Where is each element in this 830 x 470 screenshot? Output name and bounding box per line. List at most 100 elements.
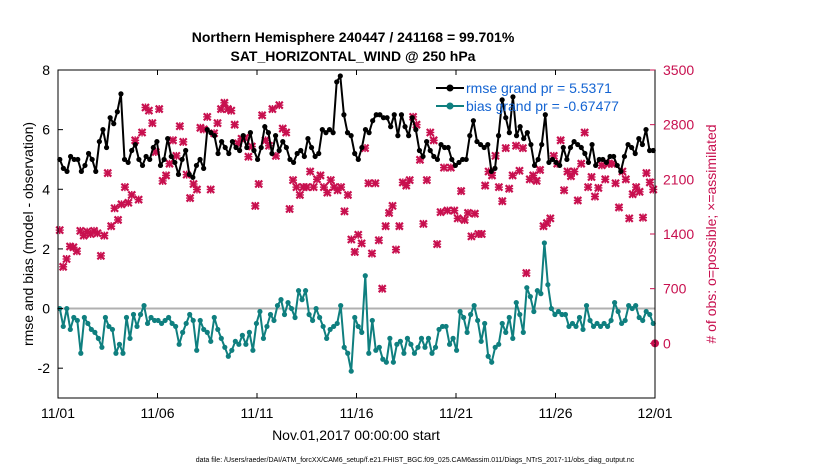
- nobs-assimilated-point: [470, 209, 480, 218]
- legend-rmse-marker: [446, 84, 454, 92]
- bias-point: [257, 308, 263, 315]
- bias-point: [281, 311, 288, 318]
- rmse-point: [125, 159, 131, 166]
- rmse-point: [495, 133, 502, 139]
- nobs-assimilated-point: [377, 284, 387, 293]
- rmse-point: [585, 159, 592, 166]
- rmse-point: [431, 153, 437, 160]
- x-tick-label: 11/06: [141, 405, 175, 421]
- rmse-point: [197, 156, 203, 163]
- bias-point: [633, 302, 639, 309]
- rmse-point: [161, 156, 167, 163]
- rmse-point: [567, 144, 574, 151]
- nobs-assimilated-point: [285, 204, 294, 214]
- nobs-assimilated-point: [580, 128, 589, 137]
- nobs-assimilated-point: [395, 221, 404, 231]
- nobs-assimilated-point: [439, 163, 449, 172]
- rmse-point: [193, 162, 200, 169]
- y2-tick-label: 700: [663, 281, 687, 297]
- bias-point: [320, 323, 326, 330]
- bias-point: [187, 311, 193, 318]
- bias-point: [144, 320, 151, 327]
- rmse-point: [456, 159, 462, 166]
- y2-tick-label: 3500: [663, 62, 694, 78]
- bias-point: [166, 314, 172, 321]
- x-tick-label: 12/01: [637, 405, 672, 421]
- rmse-point: [269, 150, 275, 157]
- bias-point: [453, 347, 460, 353]
- nobs-assimilated-point: [100, 231, 109, 240]
- bias-point: [85, 320, 91, 327]
- rmse-point: [589, 141, 595, 148]
- nobs-assimilated-point: [374, 235, 384, 245]
- bias-point: [324, 335, 330, 341]
- bias-point: [415, 344, 421, 350]
- bias-point: [482, 320, 488, 327]
- nobs-assimilated-point: [230, 120, 239, 129]
- rmse-point: [208, 130, 214, 136]
- chart-subtitle: SAT_HORIZONTAL_WIND @ 250 hPa: [231, 48, 476, 64]
- rmse-point: [222, 144, 228, 151]
- bias-point: [545, 282, 551, 288]
- bias-point: [88, 326, 94, 333]
- rmse-point: [442, 144, 448, 151]
- bias-point: [317, 314, 323, 321]
- bias-point: [288, 305, 295, 312]
- bias-point: [352, 314, 358, 321]
- bias-point: [594, 320, 600, 327]
- rmse-point: [438, 141, 444, 148]
- rmse-point: [557, 162, 563, 169]
- nobs-assimilated-point: [288, 175, 298, 185]
- bias-point: [475, 317, 481, 324]
- rmse-point: [330, 130, 336, 136]
- y-tick-label: 8: [42, 62, 50, 78]
- bias-point: [489, 359, 495, 365]
- nobs-assimilated-point: [590, 192, 600, 201]
- bias-point: [425, 335, 432, 341]
- legend-rmse-label: rmse grand pr = 5.5371: [466, 80, 612, 96]
- y-tick-label: 0: [42, 301, 50, 317]
- rmse-point: [459, 156, 466, 163]
- y-tick-label: 2: [42, 241, 50, 257]
- y2-tick-label: 0: [663, 335, 671, 351]
- rmse-point: [492, 165, 498, 171]
- rmse-point: [100, 127, 106, 133]
- bias-point: [92, 329, 98, 335]
- bias-point: [369, 317, 375, 324]
- bias-point: [429, 350, 435, 356]
- rmse-point: [323, 130, 329, 136]
- rmse-point: [201, 165, 207, 171]
- bias-point: [524, 285, 530, 291]
- bias-point: [236, 341, 242, 347]
- bias-point: [253, 320, 260, 327]
- nobs-assimilated-point: [168, 136, 178, 145]
- rmse-point: [359, 144, 365, 151]
- bias-point: [604, 323, 611, 330]
- rmse-point: [67, 153, 74, 160]
- rmse-point: [434, 156, 441, 163]
- nobs-assimilated-point: [607, 159, 617, 168]
- nobs-assimilated-point: [494, 182, 504, 192]
- nobs-assimilated-point: [576, 159, 586, 168]
- nobs-assimilated-point: [161, 171, 171, 180]
- rmse-point: [96, 138, 102, 145]
- bias-point: [636, 314, 642, 321]
- bias-point: [432, 344, 439, 350]
- rmse-point: [219, 138, 225, 145]
- rmse-point: [60, 165, 66, 171]
- nobs-assimilated-point: [422, 175, 432, 185]
- bias-point: [517, 311, 523, 318]
- rmse-point: [89, 156, 95, 163]
- rmse-point: [240, 133, 246, 139]
- rmse-point: [280, 138, 286, 145]
- bias-point: [141, 302, 147, 309]
- nobs-assimilated-point: [117, 200, 126, 209]
- rmse-point: [452, 162, 459, 169]
- rmse-point: [578, 144, 584, 151]
- nobs-assimilated-point: [381, 221, 390, 231]
- nobs-assimilated-point: [518, 143, 528, 153]
- x-tick-label: 11/16: [340, 405, 374, 421]
- bias-point: [67, 326, 73, 333]
- nobs-assimilated-point: [202, 112, 212, 122]
- rmse-point: [348, 133, 354, 139]
